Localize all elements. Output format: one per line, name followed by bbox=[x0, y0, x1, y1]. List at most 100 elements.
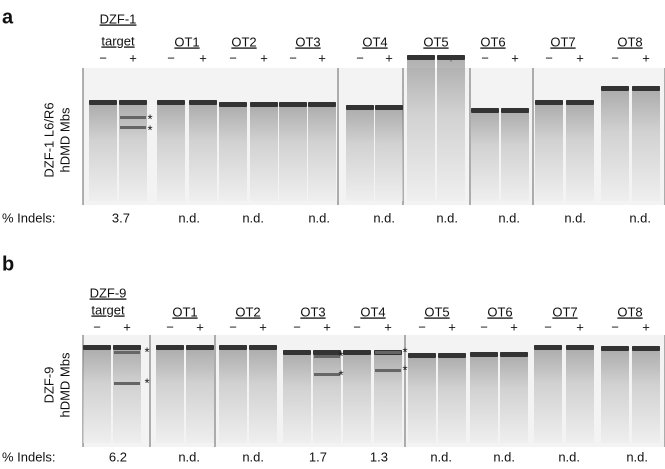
cleavage-band bbox=[314, 355, 340, 358]
lane-sign: − bbox=[166, 319, 174, 334]
band bbox=[501, 108, 529, 113]
smear bbox=[470, 352, 498, 443]
band bbox=[343, 350, 371, 355]
lane-sign: + bbox=[510, 319, 518, 334]
indel-value: n.d. bbox=[626, 449, 648, 464]
smear bbox=[313, 350, 341, 443]
smear bbox=[566, 100, 594, 201]
indel-value: n.d. bbox=[430, 449, 452, 464]
indel-value: n.d. bbox=[629, 210, 651, 225]
y-label: hDMD Mbs bbox=[57, 352, 72, 418]
cleavage-band bbox=[375, 369, 401, 372]
band bbox=[279, 102, 307, 107]
off-target-name: OT3 bbox=[300, 304, 325, 319]
off-target-name: OT1 bbox=[172, 304, 197, 319]
band bbox=[408, 353, 436, 358]
smear bbox=[219, 345, 247, 443]
target-name: target bbox=[91, 302, 125, 317]
lane-sign: − bbox=[418, 319, 426, 334]
band bbox=[437, 55, 465, 60]
band bbox=[535, 100, 563, 105]
off-target-name: OT6 bbox=[480, 34, 505, 49]
indel-value: n.d. bbox=[436, 210, 458, 225]
indel-value: 6.2 bbox=[109, 449, 127, 464]
asterisk: * bbox=[338, 367, 343, 382]
lane-sign: − bbox=[545, 50, 553, 65]
lane-sign: + bbox=[260, 50, 268, 65]
band bbox=[89, 100, 117, 105]
cleavage-band bbox=[314, 373, 340, 376]
indel-value: n.d. bbox=[242, 449, 264, 464]
cleavage-band bbox=[114, 382, 140, 385]
smear bbox=[283, 350, 311, 443]
indel-value: n.d. bbox=[493, 449, 515, 464]
target-name: DZF-1 bbox=[100, 11, 137, 26]
off-target-name: OT6 bbox=[487, 304, 512, 319]
off-target-name: OT2 bbox=[231, 34, 256, 49]
band bbox=[219, 102, 247, 107]
band bbox=[471, 108, 499, 113]
smear bbox=[535, 100, 563, 201]
lane-sign: + bbox=[448, 319, 456, 334]
target-name: target bbox=[101, 33, 135, 48]
smear bbox=[156, 345, 184, 443]
smear bbox=[500, 352, 528, 443]
band bbox=[534, 345, 562, 350]
indel-value: n.d. bbox=[564, 210, 586, 225]
lane-sign: + bbox=[642, 319, 650, 334]
indel-value: n.d. bbox=[558, 449, 580, 464]
smear bbox=[501, 108, 529, 201]
off-target-name: OT5 bbox=[424, 304, 449, 319]
asterisk: * bbox=[147, 111, 152, 126]
off-target-name: OT5 bbox=[423, 34, 448, 49]
lane-sign: − bbox=[229, 319, 237, 334]
y-label: DZF-1 L6/R6 bbox=[41, 102, 56, 177]
y-label: hDMD Mbs bbox=[57, 107, 72, 173]
lane-sign: + bbox=[196, 319, 204, 334]
band bbox=[83, 345, 111, 350]
lane-sign: − bbox=[289, 50, 297, 65]
indels-label: % Indels: bbox=[2, 449, 55, 464]
band bbox=[407, 55, 435, 60]
y-label: DZF-9 bbox=[41, 367, 56, 404]
target-name: DZF-9 bbox=[90, 285, 127, 300]
lane-sign: − bbox=[481, 50, 489, 65]
indels-label: % Indels: bbox=[2, 210, 55, 225]
cleavage-band bbox=[375, 351, 401, 354]
lane-sign: − bbox=[480, 319, 488, 334]
smear bbox=[250, 102, 278, 201]
smear bbox=[189, 100, 217, 201]
smear bbox=[375, 105, 403, 201]
smear bbox=[119, 100, 147, 201]
lane-sign: − bbox=[544, 319, 552, 334]
band bbox=[632, 86, 660, 91]
lane-sign: + bbox=[318, 50, 326, 65]
lane-sign: − bbox=[611, 50, 619, 65]
smear bbox=[408, 353, 436, 443]
smear bbox=[343, 350, 371, 443]
band bbox=[157, 100, 185, 105]
asterisk: * bbox=[147, 122, 152, 137]
off-target-name: OT4 bbox=[360, 304, 385, 319]
off-target-name: OT4 bbox=[362, 34, 387, 49]
off-target-name: OT7 bbox=[552, 304, 577, 319]
smear bbox=[113, 345, 141, 443]
asterisk: * bbox=[144, 344, 149, 359]
smear bbox=[346, 105, 374, 201]
lane-sign: + bbox=[511, 50, 519, 65]
indel-value: n.d. bbox=[308, 210, 330, 225]
lane-sign: + bbox=[123, 319, 131, 334]
band bbox=[438, 353, 466, 358]
off-target-name: OT8 bbox=[617, 34, 642, 49]
asterisk: * bbox=[402, 344, 407, 359]
band bbox=[308, 102, 336, 107]
smear bbox=[534, 345, 562, 443]
indel-value: n.d. bbox=[242, 210, 264, 225]
lane-sign: + bbox=[576, 319, 584, 334]
band bbox=[632, 346, 660, 351]
indel-value: 1.3 bbox=[370, 449, 388, 464]
smear bbox=[438, 353, 466, 443]
lane-sign: + bbox=[384, 319, 392, 334]
smear bbox=[279, 102, 307, 201]
indel-value: n.d. bbox=[373, 210, 395, 225]
